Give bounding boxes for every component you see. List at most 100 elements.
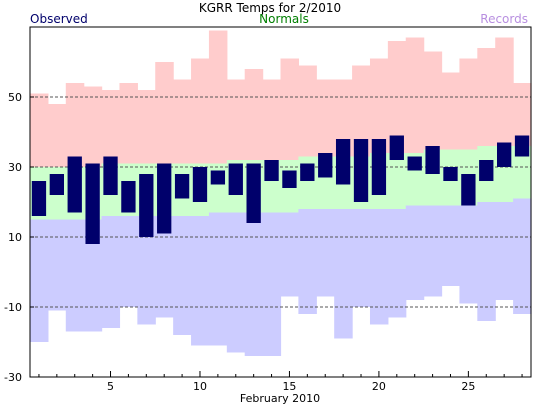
record-low-band <box>65 219 85 332</box>
record-low-band <box>477 202 496 321</box>
record-high-band <box>459 58 478 150</box>
observed-bar <box>157 163 172 234</box>
record-low-band <box>155 216 174 318</box>
record-low-band <box>387 209 407 318</box>
y-tick-label: 10 <box>8 231 22 244</box>
observed-bar <box>514 135 530 157</box>
observed-bar <box>353 139 369 202</box>
record-high-band <box>119 83 138 164</box>
record-low-band <box>513 198 532 314</box>
record-high-band <box>244 69 264 160</box>
observed-bar <box>371 139 387 195</box>
record-low-band <box>316 209 335 297</box>
observed-bar <box>443 167 458 181</box>
y-tick-label: 30 <box>8 161 22 174</box>
record-high-band <box>352 65 371 157</box>
record-low-band <box>101 216 121 328</box>
observed-bar <box>85 163 100 244</box>
observed-bar <box>31 181 47 216</box>
x-axis-label: February 2010 <box>240 392 320 405</box>
record-high-band <box>65 83 85 167</box>
record-high-band <box>423 51 443 150</box>
record-low-band <box>369 209 389 325</box>
record-high-band <box>191 58 210 164</box>
record-low-band <box>441 205 461 286</box>
legend-observed: Observed <box>30 12 88 26</box>
record-high-band <box>101 90 121 164</box>
record-low-band <box>30 219 49 342</box>
observed-bar <box>67 156 82 213</box>
record-low-band <box>83 219 103 332</box>
observed-bar <box>461 174 476 206</box>
observed-bar <box>228 163 243 195</box>
record-high-band <box>369 58 389 153</box>
observed-bar <box>497 142 512 167</box>
observed-bar <box>246 163 261 223</box>
record-high-band <box>83 86 103 167</box>
record-low-band <box>191 216 210 346</box>
observed-bar <box>121 181 136 213</box>
record-high-band <box>495 37 514 146</box>
bands-layer <box>30 30 532 356</box>
observed-bar <box>103 156 118 195</box>
observed-bar <box>192 167 208 202</box>
observed-bar <box>49 174 64 195</box>
x-tick-label: 25 <box>461 380 475 393</box>
record-low-band <box>352 209 371 307</box>
record-low-band <box>226 212 246 353</box>
y-tick-label: -10 <box>4 301 22 314</box>
record-high-band <box>226 79 246 160</box>
observed-bar <box>174 174 190 199</box>
record-low-band <box>459 205 478 304</box>
observed-bar <box>335 139 351 185</box>
observed-bar <box>139 174 154 237</box>
record-low-band <box>423 205 443 297</box>
legend-records: Records <box>480 12 528 26</box>
observed-bar <box>479 160 494 181</box>
chart-title: KGRR Temps for 2/2010 <box>199 1 341 15</box>
record-low-band <box>262 212 282 356</box>
observed-bar <box>264 160 279 181</box>
record-low-band <box>405 205 425 300</box>
record-high-band <box>334 79 353 157</box>
record-low-band <box>334 209 353 339</box>
record-high-band <box>30 93 49 167</box>
observed-bar <box>210 170 226 185</box>
record-low-band <box>298 209 317 314</box>
record-high-band <box>262 79 282 160</box>
record-high-band <box>298 65 317 157</box>
observed-bar <box>389 135 404 160</box>
y-tick-label: 50 <box>8 91 22 104</box>
record-low-band <box>280 212 299 297</box>
axes-layer: -30 -10 10 30 50 5 10 15 20 25 <box>4 91 523 393</box>
normal-band <box>387 153 407 209</box>
legend-normals: Normals <box>259 12 309 26</box>
record-high-band <box>316 79 335 157</box>
record-high-band <box>513 83 532 146</box>
record-low-band <box>47 219 67 311</box>
record-low-band <box>208 212 228 346</box>
record-low-band <box>173 216 192 335</box>
record-low-band <box>244 212 264 356</box>
x-tick-label: 15 <box>282 380 296 393</box>
plot-frame <box>29 26 532 378</box>
record-high-band <box>441 72 461 150</box>
x-tick-label: 20 <box>372 380 386 393</box>
x-tick-label: 5 <box>107 380 114 393</box>
record-high-band <box>280 58 299 160</box>
y-tick-label: -30 <box>4 371 22 384</box>
observed-layer <box>31 135 530 244</box>
record-high-band <box>47 104 67 167</box>
record-high-band <box>405 37 425 153</box>
observed-bar <box>407 156 422 171</box>
record-high-band <box>155 62 174 164</box>
record-high-band <box>208 30 228 164</box>
record-low-band <box>495 202 514 300</box>
x-tick-label: 10 <box>193 380 207 393</box>
observed-bar <box>300 163 315 181</box>
record-high-band <box>137 90 156 164</box>
observed-bar <box>282 170 297 188</box>
record-high-band <box>173 79 192 164</box>
observed-bar <box>425 146 440 174</box>
